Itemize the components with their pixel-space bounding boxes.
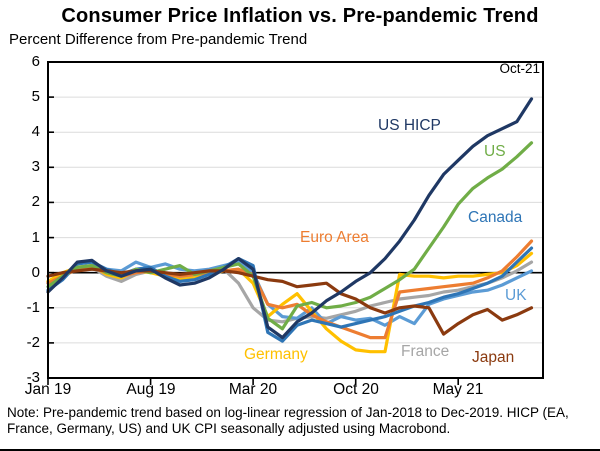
y-tick-label: 3 bbox=[31, 158, 40, 175]
y-tick-label: 6 bbox=[31, 53, 40, 70]
series-label-us: US bbox=[484, 143, 506, 160]
y-tick-label: -3 bbox=[26, 369, 40, 386]
x-tick-label: Mar 20 bbox=[228, 381, 278, 398]
y-tick-label: 1 bbox=[31, 229, 40, 246]
x-tick-label: Jan 19 bbox=[24, 381, 72, 398]
y-tick-label: 5 bbox=[31, 88, 40, 105]
chart-subtitle: Percent Difference from Pre-pandemic Tre… bbox=[9, 31, 308, 48]
series-label-france: France bbox=[401, 343, 450, 360]
last-date-annotation: Oct-21 bbox=[499, 61, 540, 76]
bottom-rule bbox=[0, 449, 600, 451]
y-tick-label: 4 bbox=[31, 123, 40, 140]
y-tick-label: -1 bbox=[26, 299, 40, 316]
chart-title: Consumer Price Inflation vs. Pre-pandemi… bbox=[61, 5, 539, 27]
series-label-euro-area: Euro Area bbox=[300, 229, 369, 246]
series-label-germany: Germany bbox=[244, 346, 308, 363]
y-tick-label: -2 bbox=[26, 334, 40, 351]
series-label-us-hicp: US HICP bbox=[378, 117, 441, 134]
series-label-japan: Japan bbox=[472, 349, 515, 366]
x-tick-label: May 21 bbox=[432, 381, 484, 398]
y-tick-label: 0 bbox=[31, 264, 40, 281]
x-tick-label: Oct 20 bbox=[333, 381, 379, 398]
series-label-canada: Canada bbox=[468, 209, 523, 226]
footnote: Note: Pre-pandemic trend based on log-li… bbox=[7, 405, 569, 437]
y-tick-label: 2 bbox=[31, 193, 40, 210]
x-tick-label: Aug 19 bbox=[126, 381, 176, 398]
series-label-uk: UK bbox=[505, 287, 527, 304]
